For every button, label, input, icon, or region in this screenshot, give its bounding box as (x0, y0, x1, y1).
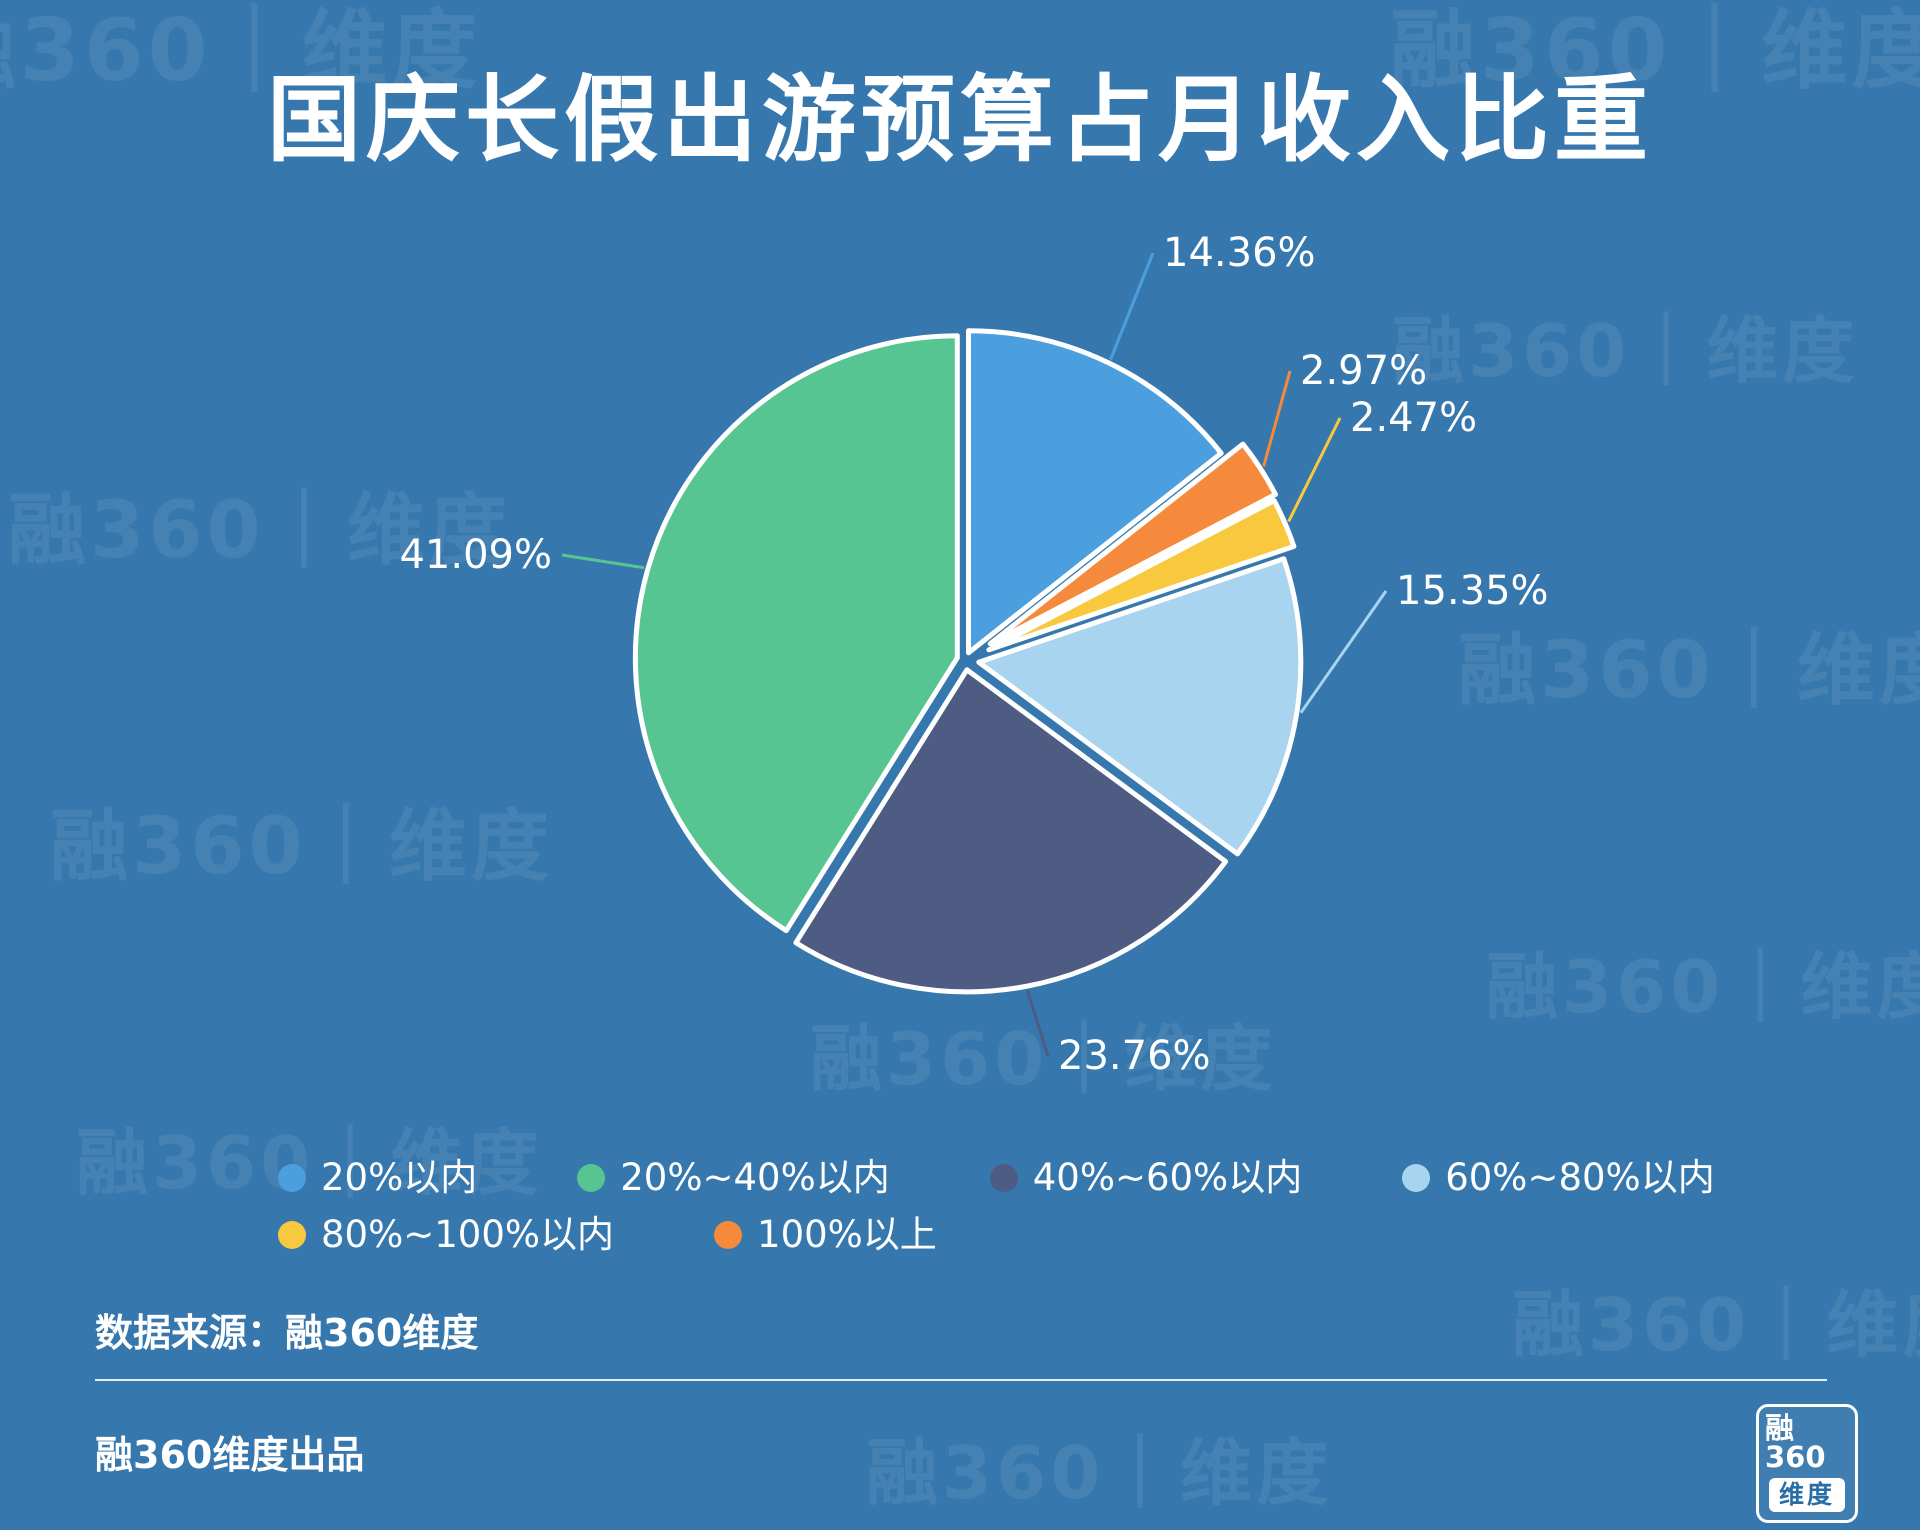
legend-color-dot (577, 1164, 606, 1193)
legend-color-dot (714, 1221, 743, 1250)
legend-item: 80%~100%以内 (278, 1212, 615, 1256)
legend-item-label: 80%~100%以内 (321, 1212, 615, 1256)
logo-bottom-text: 维度 (1768, 1478, 1845, 1512)
label-leader-line (561, 553, 645, 570)
legend-item-label: 20%~40%以内 (620, 1156, 890, 1199)
pie-slice (793, 667, 1229, 995)
pie-slice (986, 498, 1297, 653)
slice-value-label: 41.09% (399, 532, 552, 578)
legend-item: 20%以内 (278, 1156, 478, 1199)
watermark-text: 融360｜维度 (866, 1431, 1333, 1515)
label-leader-line (1109, 252, 1155, 360)
legend-item: 100%以上 (714, 1212, 937, 1256)
legend-color-dot (278, 1164, 306, 1193)
pie-slice (632, 333, 960, 934)
pie-slice (976, 556, 1304, 857)
label-leader-line (1287, 417, 1342, 523)
legend-item: 20%~40%以内 (577, 1156, 890, 1199)
legend-row: 20%以内 20%~40%以内 40%~60%以内 60%~80%以内 (278, 1156, 1715, 1199)
legend-row: 80%~100%以内 100%以上 (278, 1212, 1715, 1256)
legend-item-label: 20%以内 (321, 1156, 478, 1199)
pie-chart: 14.36% 2.97%2.47% 15.35% 23.76% 41.09% (399, 230, 1549, 1079)
legend-color-dot (278, 1221, 306, 1250)
footer-divider (95, 1379, 1827, 1381)
legend-item-label: 60%~80%以内 (1445, 1156, 1715, 1199)
watermark-text: 融360｜维度 (1512, 1283, 1920, 1367)
slice-value-label: 15.35% (1396, 568, 1549, 614)
legend: 20%以内 20%~40%以内 40%~60%以内 60%~80%以内 80%~100%… (278, 1156, 1715, 1256)
label-leader-line (1262, 370, 1292, 467)
legend-color-dot (1402, 1164, 1431, 1193)
pie-slice (966, 328, 1224, 656)
slice-value-label: 14.36% (1163, 230, 1316, 276)
rong360-weidu-logo: 融360 维度 (1756, 1404, 1858, 1523)
legend-item: 40%~60%以内 (989, 1156, 1303, 1199)
legend-item-label: 100%以上 (757, 1212, 937, 1256)
slice-value-label: 2.97% (1300, 348, 1427, 394)
legend-item: 60%~80%以内 (1402, 1156, 1715, 1199)
legend-item-label: 40%~60%以内 (1032, 1156, 1303, 1199)
slice-value-label: 23.76% (1058, 1033, 1211, 1079)
logo-top-text: 融360 (1765, 1411, 1826, 1474)
legend-color-dot (989, 1164, 1018, 1193)
label-leader-line (1299, 590, 1388, 714)
label-leader-line (1025, 989, 1050, 1057)
pie-slice (987, 441, 1278, 647)
data-source-text: 数据来源：融360维度 (95, 1311, 479, 1355)
page-title: 国庆长假出游预算占月收入比重 (266, 66, 1653, 175)
producer-text: 融360维度出品 (95, 1433, 365, 1477)
slice-value-label: 2.47% (1350, 395, 1477, 441)
